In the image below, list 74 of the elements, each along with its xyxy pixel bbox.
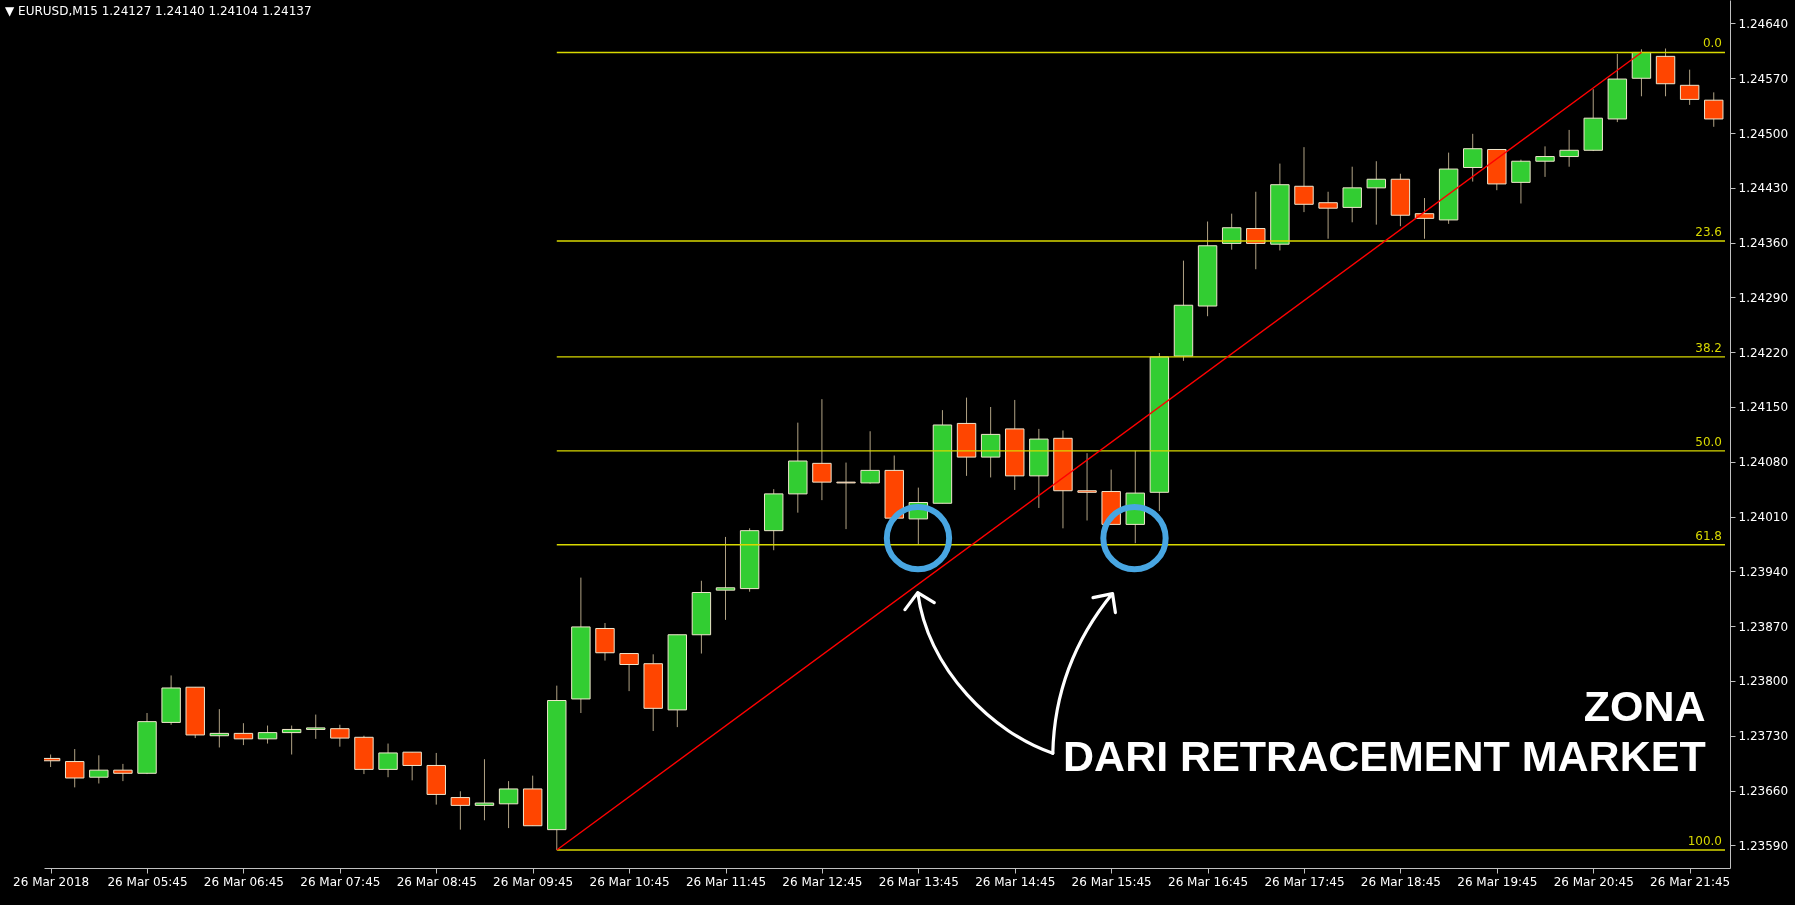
y-tick-label: 1.24640	[1738, 16, 1789, 31]
x-tick-label: 26 Mar 14:45	[975, 874, 1056, 889]
x-tick-label: 26 Mar 16:45	[1168, 874, 1249, 889]
x-tick-label: 26 Mar 08:45	[396, 874, 477, 889]
series-label: 50.0	[1695, 434, 1722, 449]
y-tick-label: 1.24010	[1738, 510, 1789, 525]
y-tick-label: 1.24220	[1738, 345, 1789, 360]
x-tick-label: 26 Mar 19:45	[1457, 874, 1538, 889]
y-tick-label: 1.24570	[1738, 71, 1789, 86]
series-label: 0.0	[1702, 36, 1722, 51]
y-tick-label: 1.23870	[1738, 619, 1789, 634]
candlestick	[1077, 452, 1097, 521]
candlestick	[1679, 69, 1700, 106]
y-tick-label: 1.24500	[1738, 126, 1789, 141]
candlestick	[65, 748, 85, 788]
y-tick-label: 1.23800	[1738, 674, 1789, 689]
candlestick	[113, 763, 133, 782]
candlestick	[89, 754, 109, 784]
y-tick-label: 1.24360	[1738, 236, 1789, 251]
candlestick	[281, 725, 302, 756]
y-tick-label: 1.24430	[1738, 181, 1789, 196]
x-tick-label: 26 Mar 13:45	[878, 874, 959, 889]
chart-title: ▼ EURUSD,M15 1.24127 1.24140 1.24104 1.24137	[5, 4, 312, 18]
candlestick	[1704, 91, 1724, 128]
y-tick-label: 1.23660	[1738, 784, 1789, 799]
candlestick	[715, 536, 736, 621]
candlestick	[1342, 166, 1362, 223]
candlestick	[257, 725, 278, 745]
candlestick	[450, 790, 471, 831]
x-tick-label: 26 Mar 2018	[13, 874, 90, 889]
candlestick	[1414, 197, 1435, 240]
candlestick	[233, 722, 254, 746]
y-tick-label: 1.23590	[1738, 838, 1789, 853]
candlestick	[209, 708, 230, 748]
y-tick-label: 1.23730	[1738, 729, 1789, 744]
x-tick-label: 26 Mar 07:45	[300, 874, 381, 889]
series-label: 61.8	[1695, 528, 1722, 543]
x-tick-label: 26 Mar 11:45	[685, 874, 767, 889]
candlestick	[1535, 145, 1555, 178]
candlestick	[1366, 160, 1387, 226]
candlestick	[836, 462, 856, 530]
x-tick-label: 26 Mar 06:45	[203, 874, 284, 889]
y-tick-label: 1.24080	[1738, 455, 1789, 470]
candlestick	[860, 430, 880, 485]
series-label: 38.2	[1695, 340, 1722, 355]
candlestick	[1318, 191, 1338, 240]
candlestick	[812, 398, 832, 501]
x-tick-label: 26 Mar 09:45	[493, 874, 574, 889]
x-tick-label: 26 Mar 12:45	[782, 874, 863, 889]
annotation: ZONA DARI RETRACEMENT MARKET	[1063, 682, 1706, 781]
x-tick-label: 26 Mar 05:45	[107, 874, 188, 889]
candlestick	[498, 780, 519, 829]
candlestick	[1559, 129, 1579, 168]
x-tick-label: 26 Mar 17:45	[1264, 874, 1345, 889]
candlestick	[1463, 133, 1483, 183]
candlestick	[378, 743, 398, 778]
y-tick-label: 1.24150	[1738, 400, 1789, 415]
x-tick-label: 26 Mar 18:45	[1360, 874, 1441, 889]
candlestick	[474, 758, 495, 821]
y-tick-label: 1.24290	[1738, 290, 1789, 305]
candlestick	[1294, 146, 1314, 213]
candlestick	[619, 653, 639, 692]
series-label: 100.0	[1687, 834, 1722, 848]
y-tick-label: 1.23940	[1738, 564, 1789, 579]
x-tick-label: 26 Mar 20:45	[1553, 874, 1634, 889]
candlestick	[402, 751, 422, 781]
x-tick-label: 26 Mar 21:45	[1650, 874, 1731, 889]
candlestick	[306, 714, 326, 740]
candlestick	[1511, 159, 1531, 204]
x-tick-label: 26 Mar 15:45	[1071, 874, 1152, 889]
candlestick	[980, 406, 1001, 478]
candlestick	[330, 724, 350, 748]
x-tick-label: 26 Mar 10:45	[589, 874, 670, 889]
series-label: 23.6	[1695, 225, 1722, 240]
